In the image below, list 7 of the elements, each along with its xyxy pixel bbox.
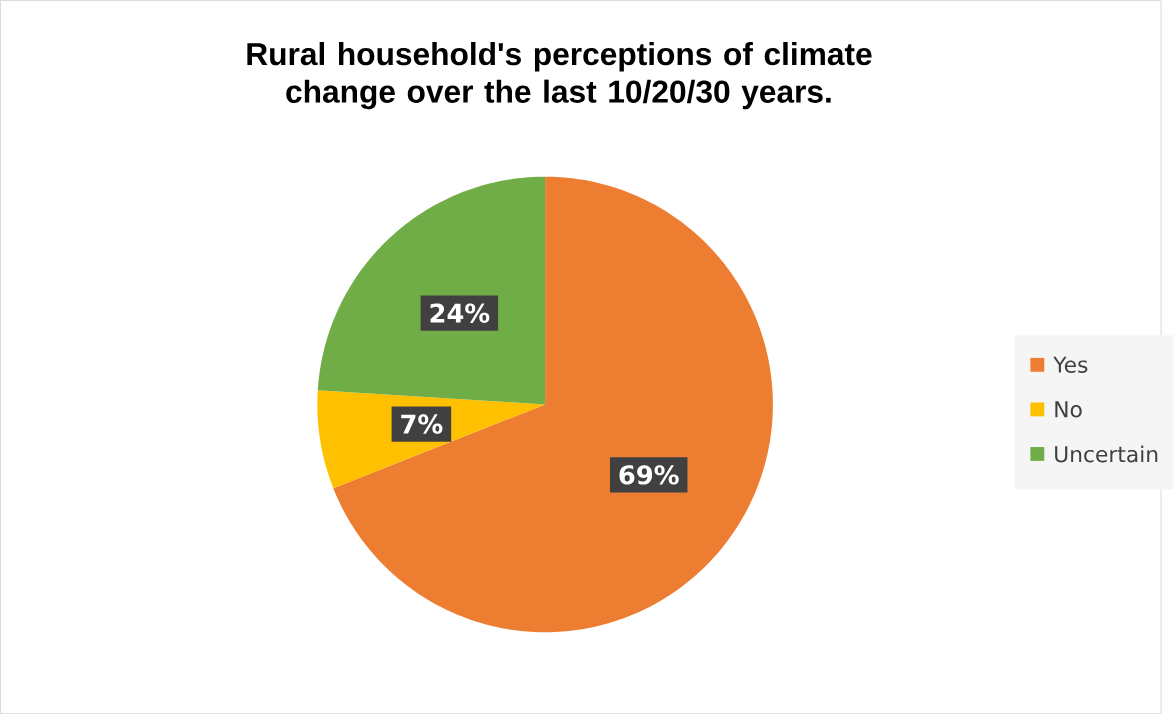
legend-label: Yes <box>1053 356 1088 374</box>
legend-label: No <box>1055 401 1082 418</box>
data-label: 7% <box>401 414 443 434</box>
legend-label: Uncertain <box>1055 445 1158 463</box>
chart-title: Rural household's perceptions of climate change over the last 10/20/30 years. <box>247 42 872 110</box>
data-label: 69% <box>619 465 679 485</box>
data-label: 24% <box>430 303 490 323</box>
